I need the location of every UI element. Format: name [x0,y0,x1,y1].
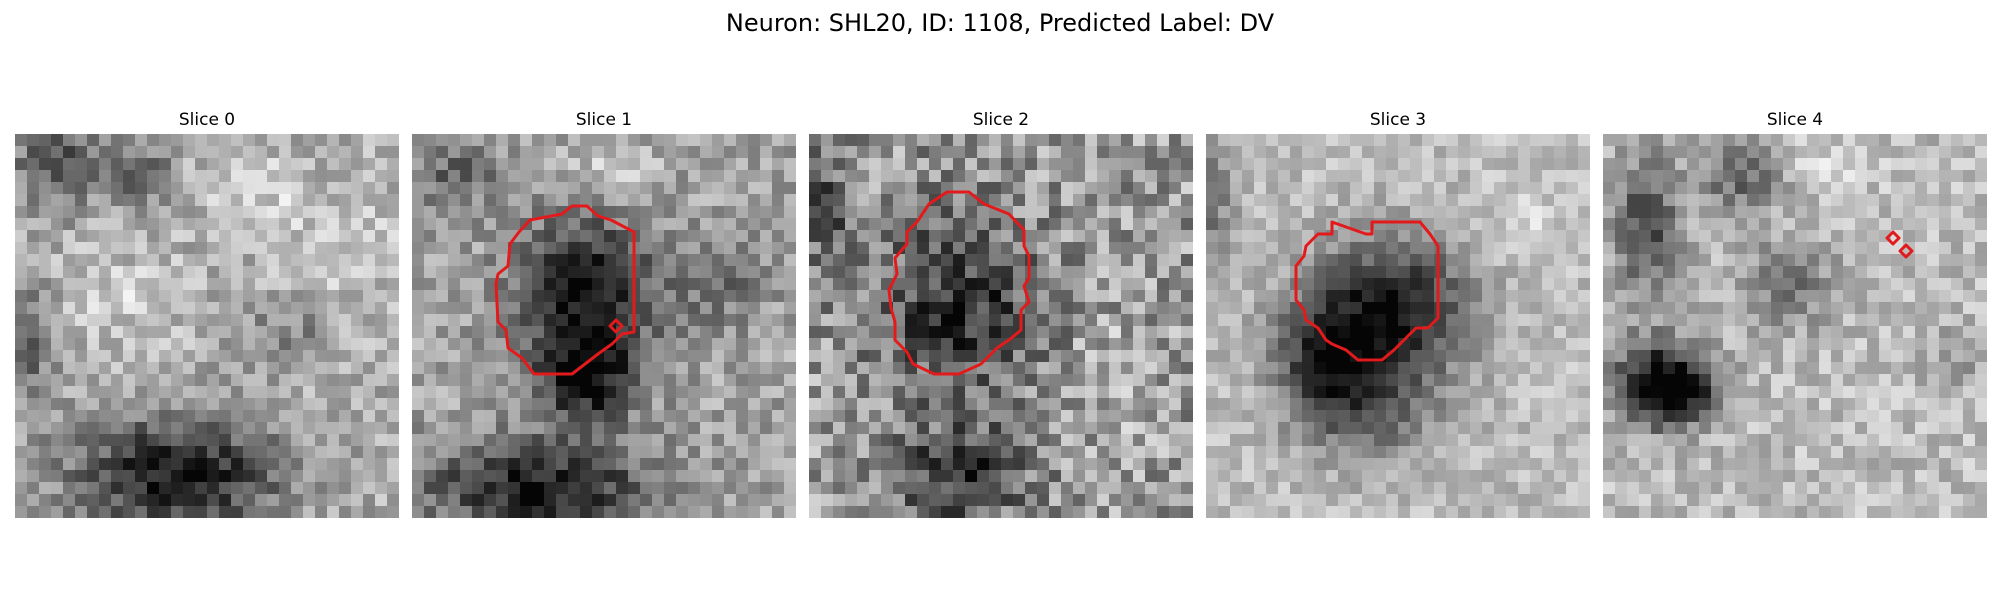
slice-panel-2: Slice 2 [809,108,1193,518]
pixel-grid [1206,134,1590,518]
slice-title: Slice 3 [1369,110,1427,130]
slice-image [15,134,399,518]
slice-title: Slice 0 [178,110,236,130]
contour-outline [494,204,636,376]
contour-marker [1885,230,1901,246]
pixel-grid [1603,134,1987,518]
slice-image [809,134,1193,518]
slice-panel-0: Slice 0 [15,108,399,518]
contour-marker [1898,243,1914,259]
pixel-grid [412,134,796,518]
contour-marker [608,318,624,334]
figure-title: Neuron: SHL20, ID: 1108, Predicted Label… [725,9,1275,37]
pixel-grid [809,134,1193,518]
slice-title: Slice 2 [972,110,1030,130]
slice-image [1206,134,1590,518]
pixel-grid [15,134,399,518]
slice-panel-1: Slice 1 [412,108,796,518]
slice-image [412,134,796,518]
contour-outline [887,190,1031,376]
slice-title: Slice 1 [575,110,633,130]
contour-outline [1294,220,1440,362]
slice-image [1603,134,1987,518]
slice-panel-3: Slice 3 [1206,108,1590,518]
slice-title: Slice 4 [1766,110,1824,130]
slice-panel-4: Slice 4 [1603,108,1987,518]
